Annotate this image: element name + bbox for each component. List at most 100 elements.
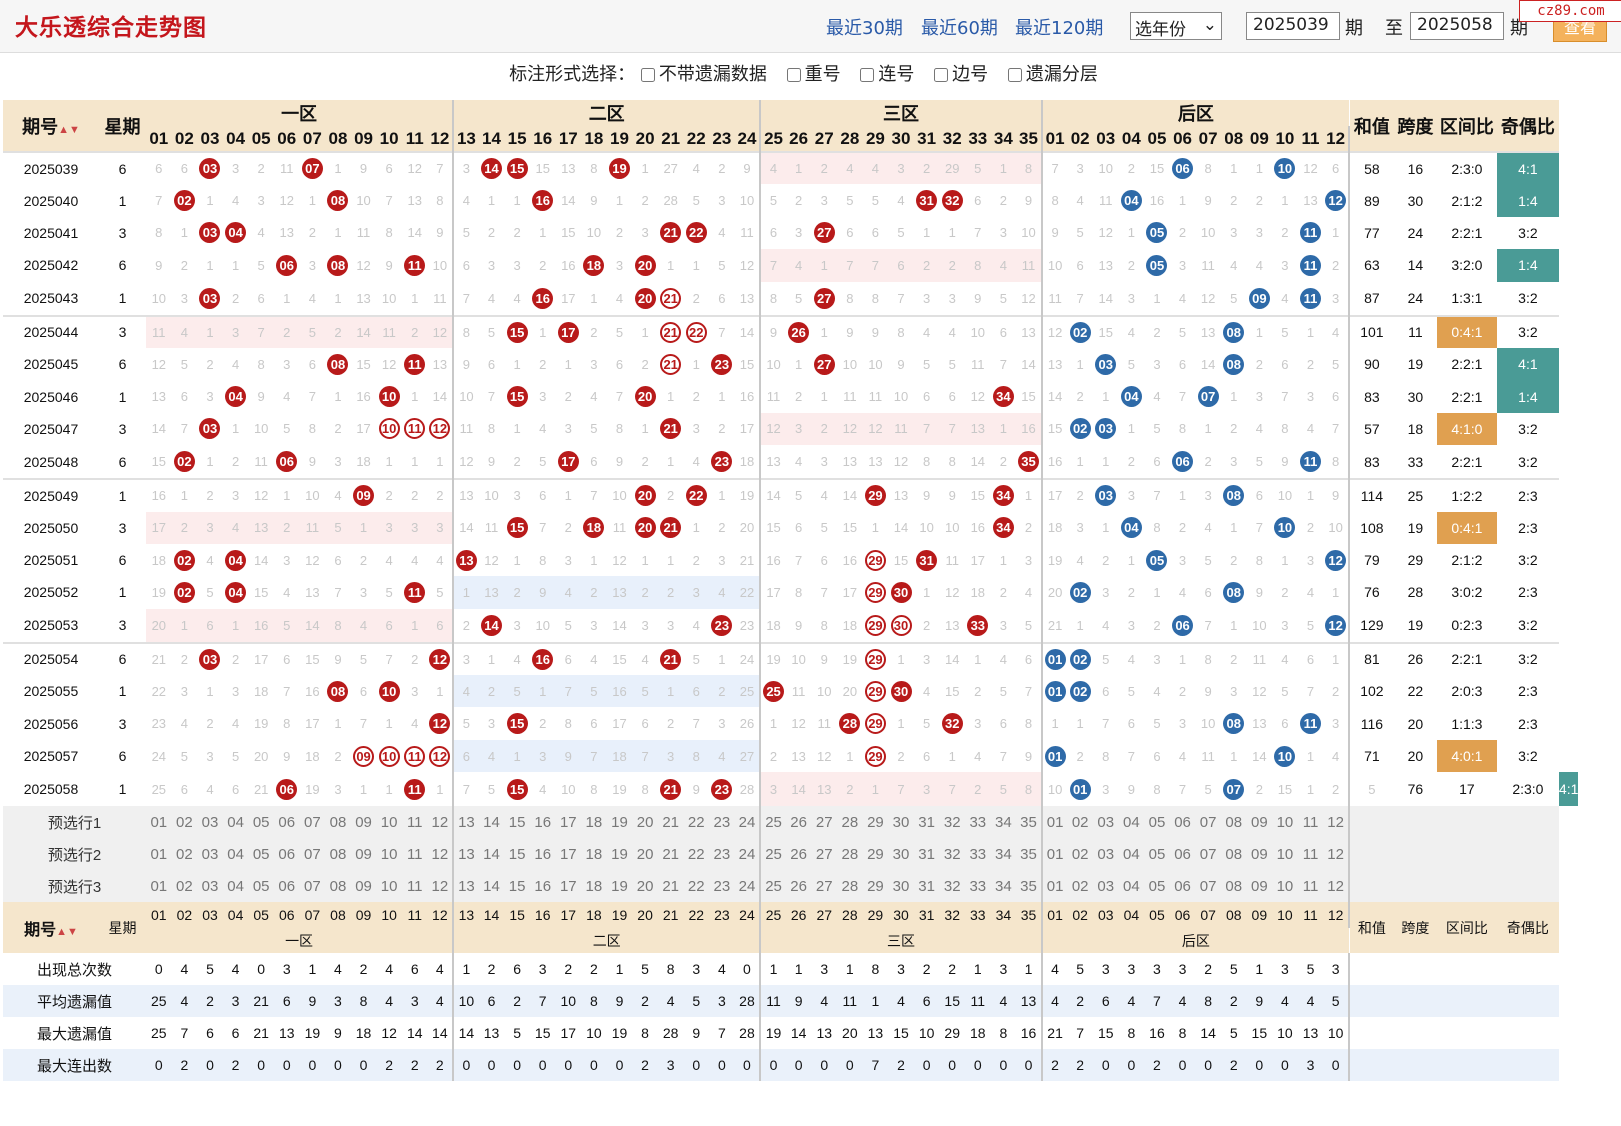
preselect-number[interactable]: 16 <box>529 806 556 839</box>
preselect-number[interactable]: 31 <box>913 870 940 903</box>
preselect-number[interactable]: 08 <box>325 838 351 871</box>
option-consecutive-checkbox[interactable] <box>860 68 875 82</box>
preselect-number[interactable]: 35 <box>1016 806 1043 839</box>
preselect-number[interactable]: 18 <box>581 838 607 871</box>
to-issue-input[interactable]: 2025058 <box>1410 12 1504 40</box>
preselect-number[interactable]: 09 <box>350 838 377 871</box>
preselect-number[interactable]: 18 <box>581 870 607 903</box>
preselect-number[interactable]: 02 <box>171 838 198 871</box>
preselect-number[interactable]: 10 <box>376 806 402 839</box>
preselect-number[interactable]: 32 <box>939 870 965 903</box>
preselect-number[interactable]: 30 <box>888 838 914 871</box>
preselect-number[interactable]: 27 <box>811 806 838 839</box>
preselect-number[interactable]: 07 <box>1195 838 1221 871</box>
preselect-number[interactable]: 33 <box>965 838 991 871</box>
preselect-number[interactable]: 17 <box>555 806 582 839</box>
preselect-number[interactable]: 30 <box>888 806 914 839</box>
preselect-number[interactable]: 01 <box>146 806 172 839</box>
preselect-number[interactable]: 10 <box>376 870 402 903</box>
preselect-number[interactable]: 32 <box>939 806 965 839</box>
preselect-number[interactable]: 19 <box>606 838 633 871</box>
preselect-number[interactable]: 03 <box>197 838 223 871</box>
preselect-number[interactable]: 26 <box>785 806 812 839</box>
preselect-number[interactable]: 21 <box>657 870 684 903</box>
preselect-number[interactable]: 24 <box>734 838 762 871</box>
preselect-number[interactable]: 03 <box>197 870 223 903</box>
preselect-number[interactable]: 32 <box>939 838 965 871</box>
option-repeat-checkbox[interactable] <box>786 68 801 82</box>
preselect-number[interactable]: 19 <box>606 870 633 903</box>
preselect-number[interactable]: 23 <box>709 870 735 903</box>
preselect-number[interactable]: 04 <box>222 806 249 839</box>
preselect-number[interactable]: 05 <box>1144 870 1170 903</box>
preselect-number[interactable]: 11 <box>401 806 428 839</box>
preselect-number[interactable]: 18 <box>581 806 607 839</box>
preselect-number[interactable]: 15 <box>504 870 530 903</box>
preselect-number[interactable]: 01 <box>1041 838 1068 871</box>
preselect-number[interactable]: 12 <box>427 806 455 839</box>
preselect-number[interactable]: 28 <box>837 806 863 839</box>
preselect-number[interactable]: 09 <box>350 870 377 903</box>
preselect-number[interactable]: 05 <box>248 838 274 871</box>
preselect-number[interactable]: 07 <box>299 806 326 839</box>
preselect-number[interactable]: 21 <box>657 806 684 839</box>
preselect-number[interactable]: 06 <box>1169 870 1196 903</box>
preselect-number[interactable]: 10 <box>376 838 402 871</box>
preselect-number[interactable]: 06 <box>273 838 300 871</box>
preselect-number[interactable]: 28 <box>837 838 863 871</box>
preselect-number[interactable]: 13 <box>453 806 479 839</box>
preselect-number[interactable]: 09 <box>350 806 377 839</box>
option-no-miss-data-checkbox[interactable] <box>640 68 655 82</box>
preselect-number[interactable]: 33 <box>965 806 991 839</box>
preselect-number[interactable]: 14 <box>478 870 505 903</box>
option-consecutive[interactable]: 连号 <box>860 64 914 85</box>
preselect-number[interactable]: 17 <box>555 870 582 903</box>
preselect-number[interactable]: 22 <box>683 870 710 903</box>
preselect-number[interactable]: 27 <box>811 870 838 903</box>
preselect-number[interactable]: 05 <box>1144 838 1170 871</box>
preselect-number[interactable]: 25 <box>760 806 786 839</box>
option-edge-checkbox[interactable] <box>934 68 949 82</box>
preselect-number[interactable]: 07 <box>299 838 326 871</box>
preselect-number[interactable]: 30 <box>888 870 914 903</box>
link-recent-60[interactable]: 最近60期 <box>921 18 998 39</box>
preselect-number[interactable]: 02 <box>1067 870 1093 903</box>
preselect-number[interactable]: 19 <box>606 806 633 839</box>
preselect-number[interactable]: 08 <box>1220 838 1247 871</box>
preselect-number[interactable]: 03 <box>1092 838 1119 871</box>
preselect-number[interactable]: 29 <box>862 870 889 903</box>
preselect-number[interactable]: 09 <box>1246 838 1273 871</box>
option-edge[interactable]: 边号 <box>934 64 988 85</box>
preselect-number[interactable]: 22 <box>683 838 710 871</box>
preselect-number[interactable]: 16 <box>529 838 556 871</box>
preselect-number[interactable]: 02 <box>1067 838 1093 871</box>
preselect-number[interactable]: 11 <box>1297 806 1324 839</box>
preselect-number[interactable]: 05 <box>248 870 274 903</box>
preselect-number[interactable]: 33 <box>965 870 991 903</box>
preselect-number[interactable]: 06 <box>1169 806 1196 839</box>
option-miss-layer-checkbox[interactable] <box>1007 68 1022 82</box>
preselect-number[interactable]: 11 <box>1297 838 1324 871</box>
preselect-number[interactable]: 11 <box>1297 870 1324 903</box>
preselect-number[interactable]: 02 <box>1067 806 1093 839</box>
preselect-number[interactable]: 05 <box>248 806 274 839</box>
preselect-number[interactable]: 11 <box>401 870 428 903</box>
preselect-number[interactable]: 07 <box>299 870 326 903</box>
preselect-number[interactable]: 21 <box>657 838 684 871</box>
preselect-number[interactable]: 31 <box>913 838 940 871</box>
preselect-number[interactable]: 09 <box>1246 870 1273 903</box>
preselect-number[interactable]: 13 <box>453 838 479 871</box>
preselect-number[interactable]: 24 <box>734 806 762 839</box>
preselect-number[interactable]: 12 <box>1323 806 1350 839</box>
preselect-number[interactable]: 11 <box>401 838 428 871</box>
link-recent-120[interactable]: 最近120期 <box>1015 18 1104 39</box>
preselect-number[interactable]: 08 <box>1220 806 1247 839</box>
preselect-number[interactable]: 12 <box>427 838 455 871</box>
preselect-number[interactable]: 07 <box>1195 806 1221 839</box>
preselect-number[interactable]: 15 <box>504 806 530 839</box>
preselect-number[interactable]: 35 <box>1016 838 1043 871</box>
preselect-number[interactable]: 06 <box>1169 838 1196 871</box>
from-issue-input[interactable]: 2025039 <box>1246 12 1340 40</box>
preselect-number[interactable]: 04 <box>1118 870 1145 903</box>
preselect-number[interactable]: 17 <box>555 838 582 871</box>
